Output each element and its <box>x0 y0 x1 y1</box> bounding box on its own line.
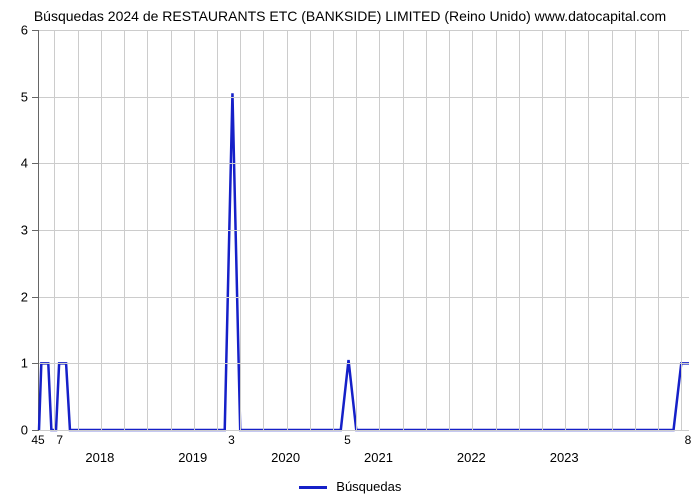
legend-swatch <box>299 486 327 489</box>
y-axis-label: 4 <box>8 156 28 171</box>
plot-area <box>38 30 689 431</box>
gridline-v-minor <box>356 30 357 430</box>
gridline-v-minor <box>519 30 520 430</box>
data-value-label: 8 <box>685 433 692 447</box>
gridline-v-minor <box>658 30 659 430</box>
y-tick <box>32 230 38 231</box>
gridline-v-minor <box>635 30 636 430</box>
gridline-v-minor <box>171 30 172 430</box>
gridline-v-minor <box>124 30 125 430</box>
gridline-v <box>565 30 566 430</box>
data-value-label: 3 <box>228 433 235 447</box>
gridline-v-minor <box>54 30 55 430</box>
gridline-v <box>287 30 288 430</box>
x-axis-label: 2022 <box>457 450 486 465</box>
y-tick <box>32 297 38 298</box>
y-tick <box>32 363 38 364</box>
x-axis-label: 2023 <box>550 450 579 465</box>
chart-title: Búsquedas 2024 de RESTAURANTS ETC (BANKS… <box>0 8 700 24</box>
gridline-h <box>39 297 689 298</box>
gridline-v-minor <box>333 30 334 430</box>
data-value-label: 7 <box>56 433 63 447</box>
gridline-h <box>39 430 689 431</box>
legend-label: Búsquedas <box>336 479 401 494</box>
y-axis-label: 6 <box>8 23 28 38</box>
gridline-h <box>39 363 689 364</box>
gridline-v-minor <box>310 30 311 430</box>
x-axis-label: 2020 <box>271 450 300 465</box>
y-axis-label: 3 <box>8 223 28 238</box>
x-axis-label: 2021 <box>364 450 393 465</box>
gridline-v <box>194 30 195 430</box>
gridline-v <box>101 30 102 430</box>
y-tick <box>32 97 38 98</box>
gridline-h <box>39 163 689 164</box>
y-tick <box>32 30 38 31</box>
gridline-v-minor <box>426 30 427 430</box>
gridline-v-minor <box>681 30 682 430</box>
x-axis-label: 2019 <box>178 450 207 465</box>
y-tick <box>32 430 38 431</box>
gridline-v-minor <box>588 30 589 430</box>
gridline-h <box>39 97 689 98</box>
gridline-h <box>39 30 689 31</box>
y-tick <box>32 163 38 164</box>
gridline-v-minor <box>217 30 218 430</box>
x-axis-label: 2018 <box>85 450 114 465</box>
gridline-v-minor <box>263 30 264 430</box>
y-axis-label: 0 <box>8 423 28 438</box>
y-axis-label: 5 <box>8 89 28 104</box>
gridline-v-minor <box>542 30 543 430</box>
gridline-v-minor <box>449 30 450 430</box>
gridline-v-minor <box>403 30 404 430</box>
gridline-v-minor <box>240 30 241 430</box>
gridline-v-minor <box>78 30 79 430</box>
chart-container: Búsquedas 2024 de RESTAURANTS ETC (BANKS… <box>0 0 700 500</box>
legend: Búsquedas <box>0 479 700 494</box>
gridline-h <box>39 230 689 231</box>
gridline-v <box>379 30 380 430</box>
data-value-label: 5 <box>344 433 351 447</box>
data-value-label: 45 <box>31 433 44 447</box>
gridline-v <box>472 30 473 430</box>
y-axis-label: 2 <box>8 289 28 304</box>
y-axis-label: 1 <box>8 356 28 371</box>
gridline-v-minor <box>147 30 148 430</box>
gridline-v-minor <box>612 30 613 430</box>
gridline-v-minor <box>496 30 497 430</box>
